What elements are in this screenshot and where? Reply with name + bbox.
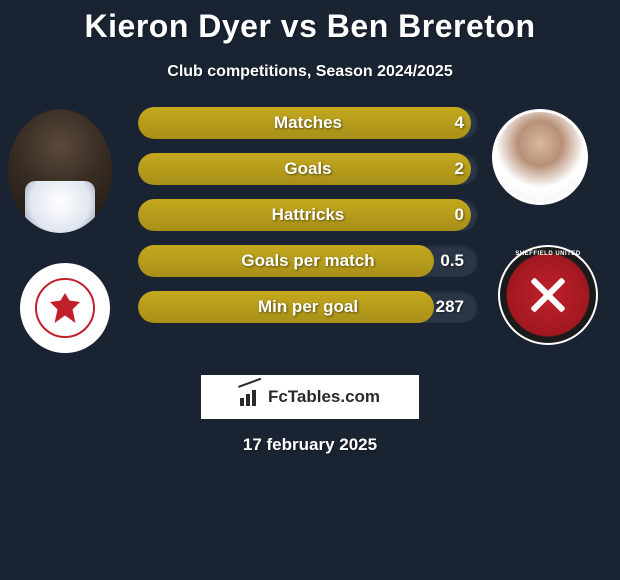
stat-label: Hattricks [272, 205, 345, 225]
player-left-avatar [8, 109, 112, 233]
club-crest-right: SHEFFIELD UNITED [498, 245, 598, 345]
stat-value: 287 [436, 297, 464, 317]
stat-bar: Hattricks 0 [138, 199, 478, 231]
crest-right-label: SHEFFIELD UNITED [500, 251, 596, 257]
comparison-body: SHEFFIELD UNITED Matches4Goals2Hattricks… [0, 117, 620, 357]
watermark: FcTables.com [201, 375, 419, 419]
stat-label: Goals [284, 159, 331, 179]
stat-value: 0 [455, 205, 464, 225]
stat-label: Goals per match [241, 251, 374, 271]
crossed-swords-icon [523, 270, 573, 320]
stat-label: Matches [274, 113, 342, 133]
stat-bar: Goals per match 0.5 [138, 245, 478, 277]
stats-bars: Matches 4 Goals 2 Hattricks 0 Goals per match 0… [138, 107, 478, 337]
shield-icon [35, 278, 95, 338]
watermark-text: FcTables.com [268, 387, 380, 407]
date-label: 17 february 2025 [0, 435, 620, 455]
subtitle: Club competitions, Season 2024/2025 [0, 63, 620, 81]
bar-chart-icon [240, 388, 262, 406]
comparison-card: Kieron Dyer vs Ben Brereton Club competi… [0, 0, 620, 455]
stat-label: Min per goal [258, 297, 358, 317]
player-right-avatar [492, 109, 588, 205]
stat-bar: Goals 2 [138, 153, 478, 185]
stat-value: 2 [455, 159, 464, 179]
stat-value: 0.5 [440, 251, 464, 271]
stat-value: 4 [455, 113, 464, 133]
club-crest-left [20, 263, 110, 353]
page-title: Kieron Dyer vs Ben Brereton [0, 8, 620, 45]
stat-bar: Matches 4 [138, 107, 478, 139]
stat-bar: Min per goal 287 [138, 291, 478, 323]
